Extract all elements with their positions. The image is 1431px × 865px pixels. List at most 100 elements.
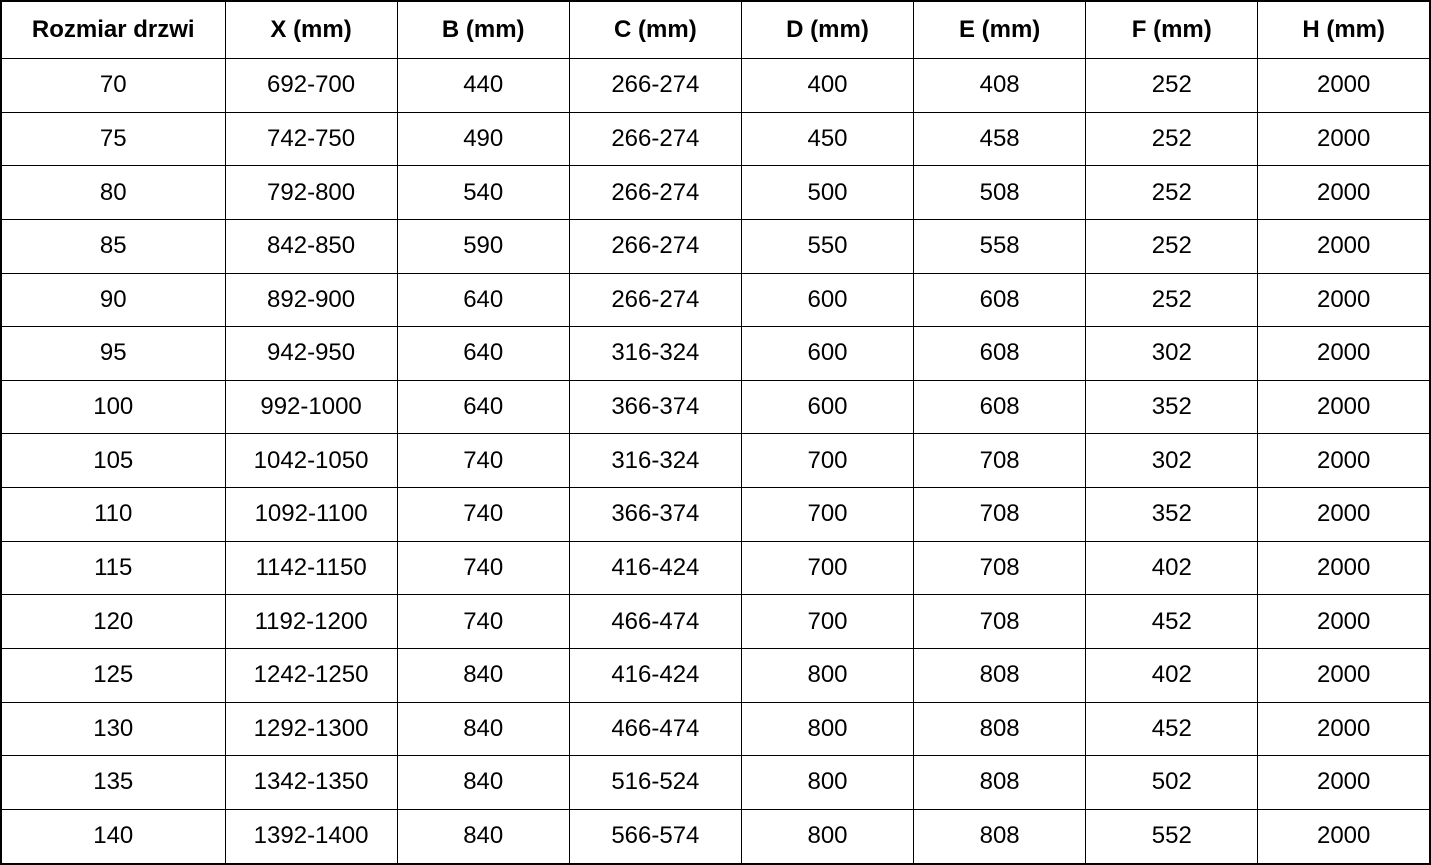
column-header: C (mm) bbox=[568, 0, 742, 59]
table-cell: 600 bbox=[740, 379, 915, 435]
door-size-cell: 90 bbox=[0, 272, 226, 328]
table-cell: 590 bbox=[396, 218, 570, 274]
table-cell: 2000 bbox=[1257, 433, 1431, 488]
table-cell: 608 bbox=[913, 272, 1087, 328]
header-row: Rozmiar drzwi X (mm) B (mm) C (mm) D (mm) E (… bbox=[0, 0, 1431, 59]
table-cell: 2000 bbox=[1257, 111, 1431, 167]
table-cell: 708 bbox=[913, 487, 1087, 542]
table-cell: 452 bbox=[1085, 594, 1259, 649]
table-cell: 608 bbox=[913, 379, 1087, 435]
table-row: 90 892-900 640 266-274 600 608 252 2000 bbox=[0, 272, 1431, 328]
table-cell: 266-274 bbox=[568, 272, 742, 328]
table-cell: 566-574 bbox=[568, 808, 742, 865]
table-cell: 552 bbox=[1085, 808, 1259, 865]
table-cell: 1092-1100 bbox=[224, 487, 398, 542]
table-cell: 266-274 bbox=[568, 58, 742, 113]
table-cell: 708 bbox=[913, 433, 1087, 488]
table-cell: 700 bbox=[740, 540, 915, 596]
door-size-cell: 110 bbox=[0, 487, 226, 542]
table-cell: 600 bbox=[740, 326, 915, 381]
table-cell: 942-950 bbox=[224, 326, 398, 381]
table-cell: 2000 bbox=[1257, 808, 1431, 865]
table-cell: 252 bbox=[1085, 58, 1259, 113]
table-cell: 2000 bbox=[1257, 165, 1431, 220]
table-cell: 1142-1150 bbox=[224, 540, 398, 596]
table-cell: 808 bbox=[913, 701, 1087, 757]
table-cell: 800 bbox=[740, 701, 915, 757]
table-cell: 450 bbox=[740, 111, 915, 167]
table-cell: 800 bbox=[740, 808, 915, 865]
table-cell: 550 bbox=[740, 218, 915, 274]
door-size-cell: 135 bbox=[0, 755, 226, 810]
table-row: 110 1092-1100 740 366-374 700 708 352 2000 bbox=[0, 487, 1431, 542]
table-cell: 1342-1350 bbox=[224, 755, 398, 810]
table-cell: 352 bbox=[1085, 487, 1259, 542]
table-cell: 608 bbox=[913, 326, 1087, 381]
table-cell: 742-750 bbox=[224, 111, 398, 167]
table-cell: 840 bbox=[396, 808, 570, 865]
table-cell: 800 bbox=[740, 647, 915, 703]
door-size-cell: 120 bbox=[0, 594, 226, 649]
table-cell: 2000 bbox=[1257, 755, 1431, 810]
table-cell: 252 bbox=[1085, 272, 1259, 328]
table-row: 135 1342-1350 840 516-524 800 808 502 2000 bbox=[0, 755, 1431, 810]
table-cell: 400 bbox=[740, 58, 915, 113]
table-cell: 808 bbox=[913, 755, 1087, 810]
table-cell: 700 bbox=[740, 487, 915, 542]
table-body: 70 692-700 440 266-274 400 408 252 2000 75 742-75… bbox=[0, 58, 1431, 865]
table-cell: 402 bbox=[1085, 540, 1259, 596]
table-cell: 316-324 bbox=[568, 326, 742, 381]
table-cell: 1192-1200 bbox=[224, 594, 398, 649]
table-cell: 740 bbox=[396, 433, 570, 488]
table-cell: 266-274 bbox=[568, 218, 742, 274]
table-row: 100 992-1000 640 366-374 600 608 352 2000 bbox=[0, 379, 1431, 435]
door-size-cell: 70 bbox=[0, 58, 226, 113]
table-row: 140 1392-1400 840 566-574 800 808 552 2000 bbox=[0, 808, 1431, 865]
table-row: 85 842-850 590 266-274 550 558 252 2000 bbox=[0, 218, 1431, 274]
table-cell: 558 bbox=[913, 218, 1087, 274]
door-size-cell: 105 bbox=[0, 433, 226, 488]
column-header: D (mm) bbox=[740, 0, 915, 59]
table-cell: 516-524 bbox=[568, 755, 742, 810]
table-cell: 708 bbox=[913, 594, 1087, 649]
column-header-door-size: Rozmiar drzwi bbox=[0, 0, 226, 59]
table-cell: 302 bbox=[1085, 433, 1259, 488]
table-cell: 266-274 bbox=[568, 111, 742, 167]
table-cell: 252 bbox=[1085, 218, 1259, 274]
table-cell: 992-1000 bbox=[224, 379, 398, 435]
table-cell: 490 bbox=[396, 111, 570, 167]
door-size-cell: 80 bbox=[0, 165, 226, 220]
table-row: 70 692-700 440 266-274 400 408 252 2000 bbox=[0, 58, 1431, 113]
table-cell: 316-324 bbox=[568, 433, 742, 488]
table-cell: 2000 bbox=[1257, 326, 1431, 381]
table-cell: 452 bbox=[1085, 701, 1259, 757]
table-cell: 640 bbox=[396, 326, 570, 381]
table-cell: 508 bbox=[913, 165, 1087, 220]
table-cell: 808 bbox=[913, 808, 1087, 865]
door-size-cell: 140 bbox=[0, 808, 226, 865]
table-cell: 502 bbox=[1085, 755, 1259, 810]
table-cell: 600 bbox=[740, 272, 915, 328]
column-header: H (mm) bbox=[1257, 0, 1431, 59]
table-cell: 840 bbox=[396, 755, 570, 810]
table-cell: 416-424 bbox=[568, 647, 742, 703]
column-header: E (mm) bbox=[913, 0, 1087, 59]
table-row: 80 792-800 540 266-274 500 508 252 2000 bbox=[0, 165, 1431, 220]
table-cell: 266-274 bbox=[568, 165, 742, 220]
door-size-cell: 95 bbox=[0, 326, 226, 381]
table-cell: 708 bbox=[913, 540, 1087, 596]
column-header: X (mm) bbox=[224, 0, 398, 59]
table-cell: 1392-1400 bbox=[224, 808, 398, 865]
table-cell: 2000 bbox=[1257, 647, 1431, 703]
table-cell: 740 bbox=[396, 487, 570, 542]
table-cell: 1242-1250 bbox=[224, 647, 398, 703]
table-cell: 366-374 bbox=[568, 487, 742, 542]
table-cell: 792-800 bbox=[224, 165, 398, 220]
table-cell: 840 bbox=[396, 647, 570, 703]
table-cell: 2000 bbox=[1257, 379, 1431, 435]
door-size-cell: 125 bbox=[0, 647, 226, 703]
table-row: 120 1192-1200 740 466-474 700 708 452 2000 bbox=[0, 594, 1431, 649]
table-cell: 800 bbox=[740, 755, 915, 810]
table-cell: 740 bbox=[396, 594, 570, 649]
